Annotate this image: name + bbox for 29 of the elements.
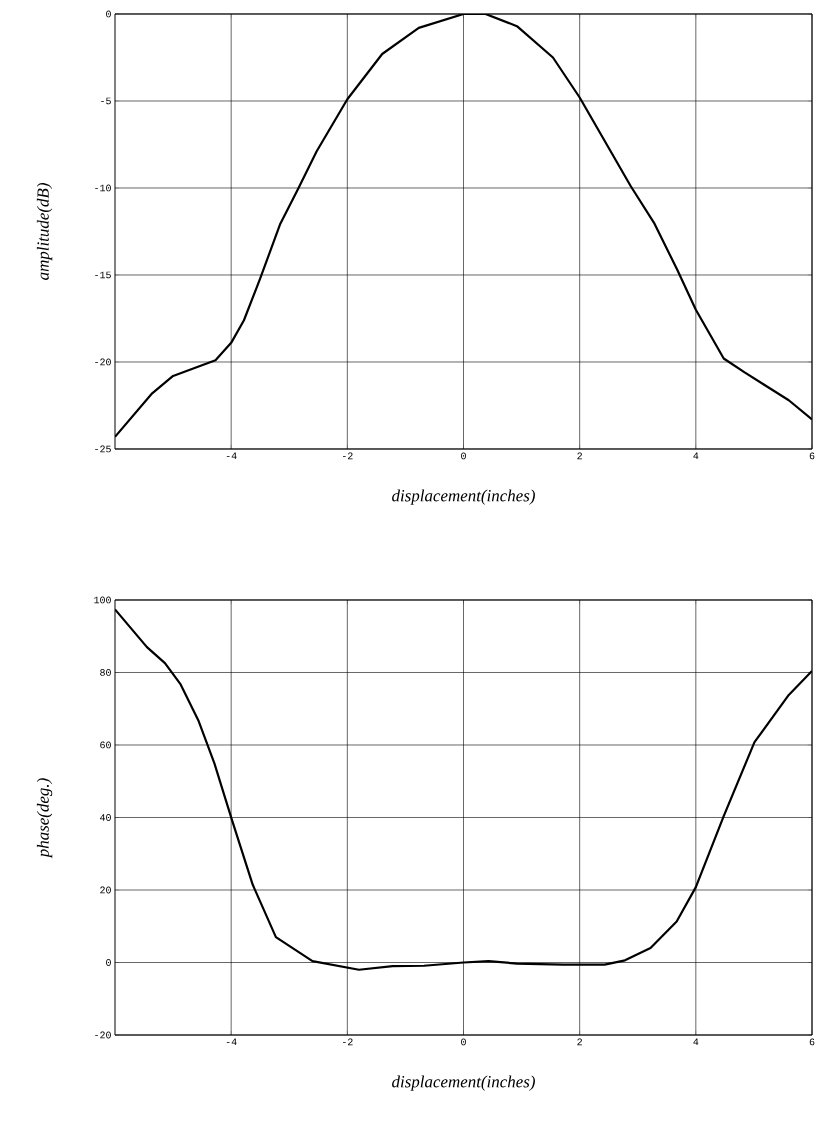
y-tick-label: -20 <box>95 1031 111 1039</box>
x-tick-label: 2 <box>577 452 582 460</box>
y-tick-label: 100 <box>94 596 111 604</box>
y-tick-label: 0 <box>106 959 111 966</box>
x-axis-title: displacement(inches) <box>392 489 535 505</box>
y-tick-label: 40 <box>100 814 111 821</box>
y-tick-label: -15 <box>95 271 111 279</box>
x-tick-label: 6 <box>809 452 815 460</box>
y-axis-title: amplitude(dB) <box>36 183 53 280</box>
x-tick-label: -4 <box>226 1038 237 1046</box>
x-tick-label: -2 <box>342 452 353 460</box>
x-tick-label: -4 <box>226 452 237 460</box>
x-tick-label: 6 <box>809 1038 815 1046</box>
x-tick-label: 4 <box>693 452 699 460</box>
x-tick-label: 0 <box>461 452 466 460</box>
y-tick-label: -5 <box>101 97 111 105</box>
x-tick-label: 2 <box>577 1038 582 1046</box>
x-tick-label: -2 <box>342 1038 353 1046</box>
y-axis-title: phase(deg.) <box>36 778 53 859</box>
y-tick-label: 0 <box>106 10 111 18</box>
y-tick-label: 80 <box>100 669 111 676</box>
y-tick-label: -25 <box>95 445 111 453</box>
y-tick-label: -10 <box>95 184 111 192</box>
y-tick-label: 20 <box>100 886 111 894</box>
y-tick-label: 60 <box>100 741 111 749</box>
x-axis-title: displacement(inches) <box>392 1075 535 1091</box>
x-tick-label: 4 <box>693 1038 699 1046</box>
x-tick-label: 0 <box>461 1038 466 1046</box>
y-tick-label: -20 <box>95 358 111 366</box>
